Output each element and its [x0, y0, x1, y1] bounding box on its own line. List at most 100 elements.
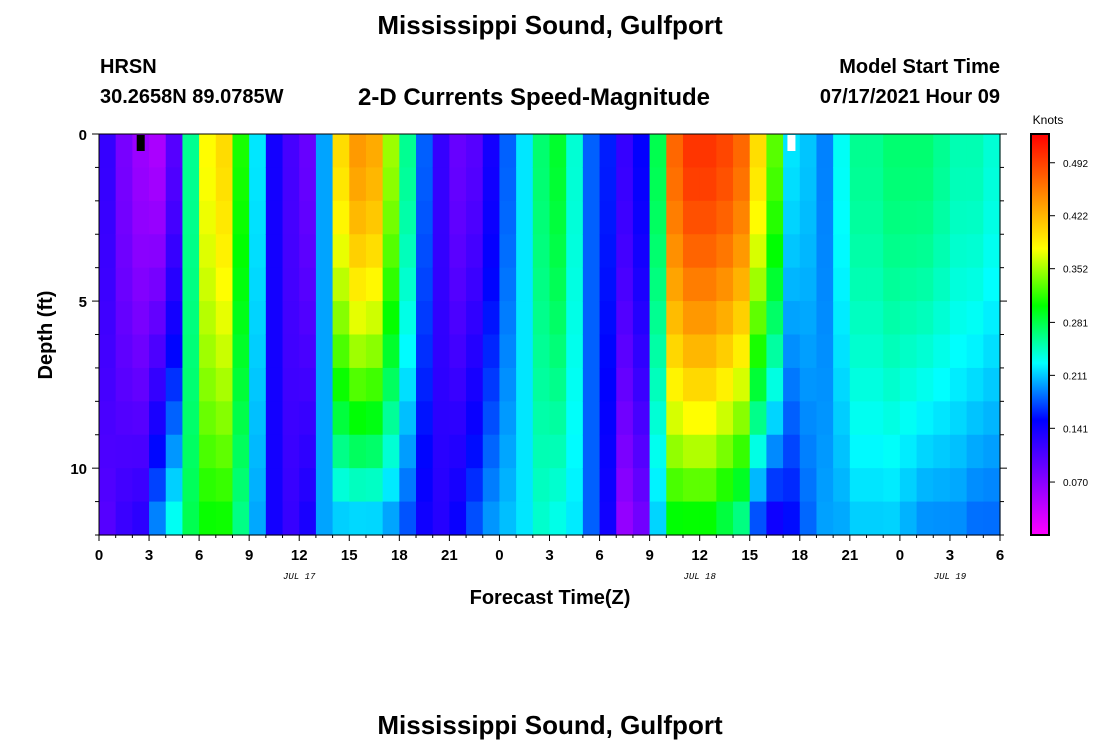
- heatmap-cell: [632, 501, 651, 536]
- heatmap-cell: [132, 267, 150, 302]
- heatmap-cell: [749, 401, 768, 436]
- heatmap-cell: [916, 267, 934, 302]
- heatmap-cell: [215, 501, 234, 536]
- heatmap-cell: [516, 234, 534, 269]
- heatmap-cell: [232, 468, 250, 503]
- heatmap-cell: [349, 301, 367, 336]
- heatmap-cell: [833, 334, 851, 369]
- x-tick-label: 0: [896, 547, 904, 564]
- heatmap-cell: [282, 468, 300, 503]
- heatmap-cell: [416, 267, 434, 302]
- heatmap-cell: [649, 167, 667, 202]
- heatmap-cell: [99, 134, 117, 169]
- heatmap-cell: [132, 200, 150, 235]
- heatmap-cell: [883, 468, 901, 503]
- heatmap-cell: [582, 367, 601, 402]
- heatmap-cell: [883, 334, 901, 369]
- heatmap-cell: [399, 401, 417, 436]
- heatmap-cell: [215, 334, 234, 369]
- heatmap-cell: [599, 434, 617, 469]
- heatmap-cell: [883, 267, 901, 302]
- heatmap-cell: [883, 301, 901, 336]
- heatmap-cell: [382, 401, 400, 436]
- heatmap-cell: [866, 301, 884, 336]
- heatmap-cell: [466, 267, 484, 302]
- heatmap-cell: [599, 301, 617, 336]
- heatmap-cell: [132, 401, 150, 436]
- heatmap-cell: [933, 468, 951, 503]
- heatmap-cell: [783, 367, 801, 402]
- heatmap-cell: [599, 367, 617, 402]
- heatmap-cell: [983, 334, 1001, 369]
- heatmap-cell: [949, 334, 968, 369]
- heatmap-cell: [866, 367, 884, 402]
- heatmap-cell: [265, 267, 284, 302]
- heatmap-cell: [816, 134, 834, 169]
- heatmap-cell: [833, 367, 851, 402]
- heatmap-cell: [949, 267, 968, 302]
- heatmap-cell: [983, 301, 1001, 336]
- heatmap-cell: [933, 401, 951, 436]
- heatmap-cell: [416, 501, 434, 536]
- heatmap-cell: [532, 301, 551, 336]
- heatmap-cell: [616, 200, 634, 235]
- heatmap-cell: [249, 367, 267, 402]
- heatmap-cell: [416, 301, 434, 336]
- heatmap-cell: [666, 267, 684, 302]
- heatmap-cell: [165, 468, 184, 503]
- heatmap-cell: [733, 434, 751, 469]
- heatmap-cell: [966, 434, 984, 469]
- heatmap-cell: [382, 434, 400, 469]
- heatmap-cell: [482, 267, 501, 302]
- x-tick-label: 6: [195, 547, 203, 564]
- heatmap-cell: [282, 301, 300, 336]
- heatmap-cell: [566, 167, 584, 202]
- heatmap-cell: [499, 167, 517, 202]
- heatmap-cell: [399, 501, 417, 536]
- heatmap-cell: [516, 301, 534, 336]
- heatmap-cell: [499, 134, 517, 169]
- heatmap-cell: [416, 468, 434, 503]
- heatmap-cell: [299, 367, 317, 402]
- heatmap-cell: [516, 401, 534, 436]
- heatmap-cell: [149, 468, 167, 503]
- heatmap-cell: [149, 301, 167, 336]
- heatmap-cell: [199, 134, 217, 169]
- heatmap-cell: [799, 234, 818, 269]
- heatmap-cell: [165, 134, 184, 169]
- heatmap-cell: [232, 134, 250, 169]
- heatmap-cell: [949, 501, 968, 536]
- heatmap-cell: [866, 468, 884, 503]
- heatmap-cell: [916, 167, 934, 202]
- heatmap-cell: [332, 367, 350, 402]
- heatmap-cell: [799, 134, 818, 169]
- heatmap-cell: [966, 367, 984, 402]
- heatmap-cell: [699, 167, 717, 202]
- heatmap-cell: [949, 301, 968, 336]
- time-marker: [136, 135, 145, 151]
- heatmap-cell: [799, 468, 818, 503]
- heatmap-cell: [365, 501, 384, 536]
- heatmap-cell: [282, 267, 300, 302]
- heatmap-cell: [666, 200, 684, 235]
- heatmap-cell: [616, 134, 634, 169]
- heatmap-cell: [849, 367, 868, 402]
- heatmap-cell: [282, 401, 300, 436]
- heatmap-cell: [115, 367, 133, 402]
- heatmap-cell: [816, 267, 834, 302]
- colorbar-units: Knots: [1033, 113, 1064, 127]
- heatmap-cell: [983, 267, 1001, 302]
- heatmap-cell: [99, 234, 117, 269]
- heatmap-cell: [299, 134, 317, 169]
- heatmap-cell: [332, 334, 350, 369]
- heatmap-cell: [99, 401, 117, 436]
- heatmap-cell: [432, 434, 450, 469]
- heatmap-cell: [182, 134, 200, 169]
- y-tick-label: 10: [70, 461, 87, 478]
- heatmap-cell: [833, 501, 851, 536]
- heatmap-cell: [282, 334, 300, 369]
- heatmap-cell: [916, 334, 934, 369]
- heatmap-cell: [983, 200, 1001, 235]
- heatmap-cell: [315, 468, 334, 503]
- heatmap-cell: [816, 468, 834, 503]
